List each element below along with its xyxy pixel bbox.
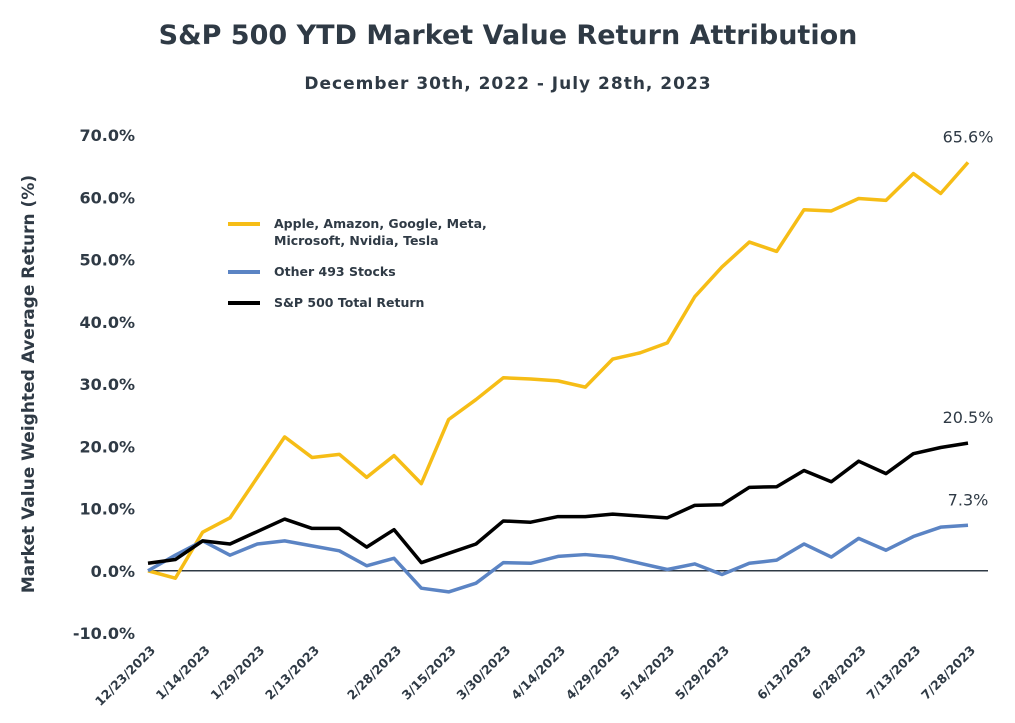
legend-label: Apple, Amazon, Google, Meta, Microsoft, … <box>274 216 487 248</box>
x-tick-label: 2/28/2023 <box>344 643 404 703</box>
series-line <box>147 161 970 580</box>
y-tick-label: 0.0% <box>91 562 135 581</box>
y-axis-label: Market Value Weighted Average Return (%) <box>19 175 39 593</box>
x-tick-label: 7/13/2023 <box>863 643 923 703</box>
x-tick-label: 3/15/2023 <box>399 643 459 703</box>
y-tick-label: 40.0% <box>79 313 135 332</box>
y-tick-label: 50.0% <box>79 251 135 270</box>
legend-label: S&P 500 Total Return <box>274 295 425 310</box>
y-tick-label: 60.0% <box>79 188 135 207</box>
y-tick-label: -10.0% <box>73 624 135 643</box>
x-tick-label: 2/13/2023 <box>262 643 322 703</box>
x-tick-label: 3/30/2023 <box>453 643 513 703</box>
x-tick-label: 5/29/2023 <box>672 643 732 703</box>
x-tick-label: 7/28/2023 <box>918 643 978 703</box>
y-tick-label: 70.0% <box>79 126 135 145</box>
legend-swatch <box>228 301 260 305</box>
legend: Apple, Amazon, Google, Meta, Microsoft, … <box>228 215 488 325</box>
legend-item: Other 493 Stocks <box>228 263 488 280</box>
data-label: 7.3% <box>948 490 989 509</box>
x-tick-label: 12/23/2023 <box>92 643 158 709</box>
legend-item: S&P 500 Total Return <box>228 294 488 311</box>
y-tick-label: 20.0% <box>79 437 135 456</box>
legend-label: Other 493 Stocks <box>274 264 396 279</box>
legend-item: Apple, Amazon, Google, Meta, Microsoft, … <box>228 215 488 249</box>
legend-swatch <box>228 270 260 274</box>
legend-swatch <box>228 222 260 226</box>
x-tick-label: 1/29/2023 <box>207 643 267 703</box>
series-line <box>147 441 969 566</box>
y-tick-label: 30.0% <box>79 375 135 394</box>
chart-subtitle: December 30th, 2022 - July 28th, 2023 <box>304 74 711 94</box>
x-tick-label: 4/29/2023 <box>563 643 623 703</box>
x-tick-label: 4/14/2023 <box>508 643 568 703</box>
x-tick-label: 5/14/2023 <box>617 643 677 703</box>
series-line <box>147 523 969 594</box>
data-label: 65.6% <box>943 127 994 146</box>
y-tick-label: 10.0% <box>79 500 135 519</box>
chart-title: S&P 500 YTD Market Value Return Attribut… <box>159 20 858 51</box>
x-tick-label: 1/14/2023 <box>153 643 213 703</box>
x-tick-label: 6/13/2023 <box>754 643 814 703</box>
data-label: 20.5% <box>943 408 994 427</box>
x-tick-label: 6/28/2023 <box>809 643 869 703</box>
